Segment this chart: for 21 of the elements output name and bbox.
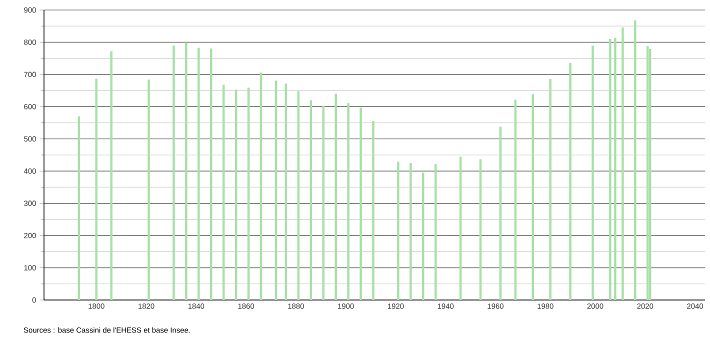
- bar: [549, 78, 552, 300]
- bar: [110, 51, 112, 300]
- bar: [172, 45, 175, 300]
- bar: [148, 80, 150, 300]
- bar: [397, 162, 400, 300]
- bar: [410, 163, 412, 300]
- bar: [614, 38, 616, 300]
- bar: [360, 107, 362, 300]
- bar: [422, 172, 424, 300]
- bar: [185, 42, 188, 300]
- bar: [609, 39, 612, 300]
- bar: [569, 62, 572, 300]
- bar: [634, 20, 636, 300]
- bar: [649, 48, 652, 300]
- bar: [372, 120, 374, 300]
- bar: [622, 27, 624, 300]
- bar: [198, 48, 200, 300]
- bar: [347, 103, 350, 300]
- bar: [334, 94, 337, 300]
- bar: [646, 46, 649, 300]
- bar: [592, 46, 594, 300]
